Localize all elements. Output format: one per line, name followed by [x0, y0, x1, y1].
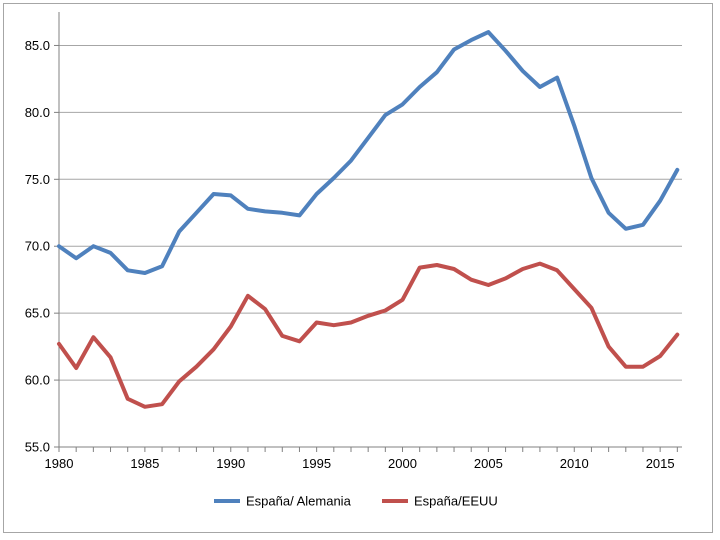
y-tick-label: 60.0	[25, 373, 50, 388]
y-tick-label: 85.0	[25, 38, 50, 53]
series-line-2	[57, 261, 680, 409]
y-tick-label: 70.0	[25, 239, 50, 254]
gridlines	[59, 44, 682, 381]
y-tick-label: 80.0	[25, 105, 50, 120]
line-chart: 55.0 60.0 65.0 70.0 75.0 80.0 85.0 1980 1985 1990…	[25, 12, 682, 509]
legend-label-1: España/ Alemania	[246, 494, 352, 509]
axes: 55.0 60.0 65.0 70.0 75.0 80.0 85.0 1980 1985 1990…	[25, 12, 682, 471]
y-tick-label: 75.0	[25, 172, 50, 187]
x-tick-label: 1995	[302, 456, 331, 471]
legend: España/ Alemania España/EEUU	[214, 494, 498, 509]
x-tick-label: 1990	[216, 456, 245, 471]
y-tick-label: 55.0	[25, 440, 50, 455]
x-tick-label: 2015	[646, 456, 675, 471]
legend-label-2: España/EEUU	[414, 494, 498, 509]
y-tick-label: 65.0	[25, 306, 50, 321]
series-lines	[57, 30, 680, 409]
series-line-1	[57, 30, 680, 275]
x-tick-label: 2000	[388, 456, 417, 471]
chart-frame: 55.0 60.0 65.0 70.0 75.0 80.0 85.0 1980 1985 1990…	[3, 3, 713, 533]
x-tick-label: 2005	[474, 456, 503, 471]
x-tick-label: 1985	[130, 456, 159, 471]
x-tick-label: 2010	[560, 456, 589, 471]
x-tick-label: 1980	[45, 456, 74, 471]
